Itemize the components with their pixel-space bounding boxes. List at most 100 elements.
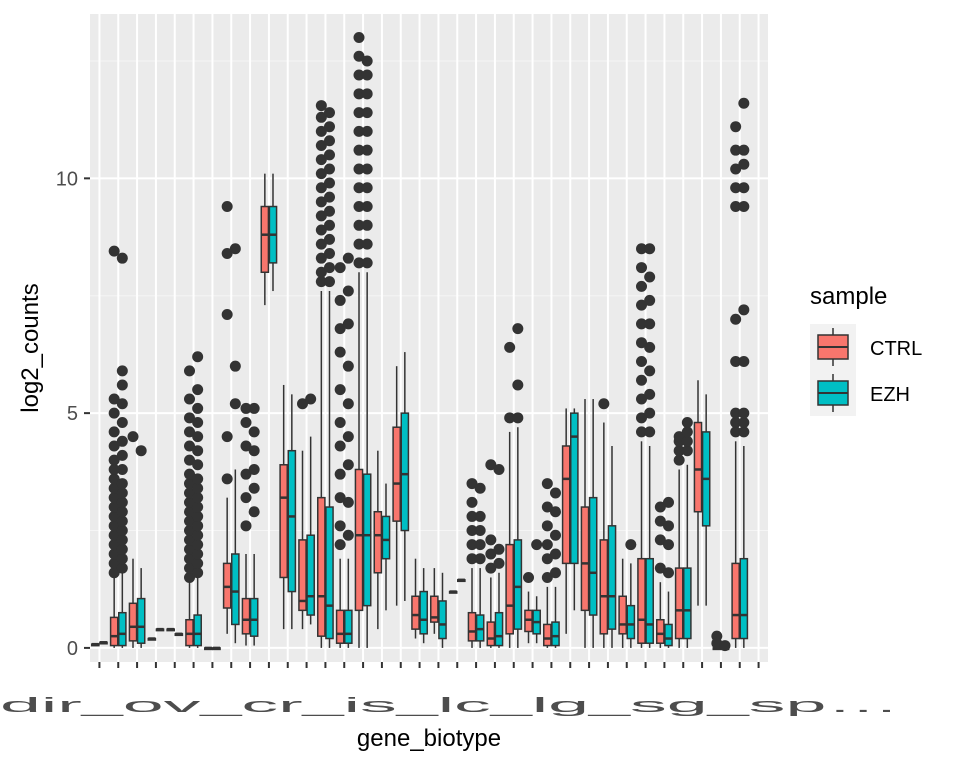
box-ctrl [598,398,610,648]
box-body [193,614,202,647]
box-ezh [719,640,731,652]
outlier-point [248,426,260,438]
outlier-point [342,360,354,372]
box-ezh [588,399,598,648]
outlier-point [184,440,196,452]
box-ezh [607,446,617,648]
outlier-point [192,557,204,569]
outlier-point [636,243,648,255]
outlier-point [334,262,346,274]
box-ezh [549,487,561,648]
outlier-point [323,163,335,175]
legend-label-ctrl: CTRL [870,338,922,360]
box-body [400,412,410,532]
outlier-point [315,100,327,112]
outlier-point [342,459,354,471]
outlier-point [315,252,327,264]
y-tick-label: 0 [67,638,78,660]
outlier-point [485,562,497,574]
outlier-point [192,445,204,457]
box-ctrl [166,627,176,632]
outlier-point [353,50,365,62]
outlier-point [730,313,742,325]
box-body [739,557,749,640]
outlier-point [192,510,204,522]
box-ctrl [411,558,420,639]
outlier-point [342,285,354,297]
box-body [306,534,315,616]
box-body [381,515,391,560]
outlier-point [315,266,327,278]
outlier-point [512,323,524,335]
outlier-point [636,318,648,330]
outlier-point [644,243,656,255]
outlier-point [625,539,637,551]
box-ezh [323,107,335,648]
outlier-point [738,426,750,438]
box-body [588,496,598,616]
outlier-point [108,473,120,485]
box-ezh [570,408,579,611]
outlier-point [512,379,524,391]
outlier-point [229,360,241,372]
outlier-point [334,384,346,396]
outlier-point [361,69,373,81]
outlier-point [127,431,139,443]
outlier-point [192,473,204,485]
box-body [335,609,345,644]
box-ctrl [204,646,213,651]
outlier-point [504,341,516,353]
outlier-point [730,355,742,367]
outlier-point [184,478,196,490]
outlier-point [108,510,120,522]
box-body [279,464,288,579]
box-ctrl [392,366,401,606]
outlier-point [636,374,648,386]
outlier-point [315,154,327,166]
outlier-point [116,553,128,565]
outlier-point [108,454,120,466]
box-ezh [192,351,204,648]
x-tick-labels: dir_ov_cr_is_lc_lg_sg_sp… [0,695,900,717]
outlier-point [184,468,196,480]
outlier-point [192,501,204,513]
outlier-point [184,562,196,574]
outlier-point [323,121,335,133]
outlier-point [184,426,196,438]
box-ctrl [448,590,458,594]
box-ctrl [297,398,309,630]
outlier-point [738,182,750,194]
outlier-point [662,496,674,508]
box-ezh [738,97,750,648]
box-body [693,421,703,513]
box-body [543,623,552,647]
outlier-point [644,341,656,353]
outlier-point [654,534,666,546]
outlier-point [353,238,365,250]
outlier-point [738,97,750,109]
outlier-point [116,365,128,377]
outlier-point [108,482,120,494]
outlier-point [116,449,128,461]
box-ctrl [353,31,365,648]
outlier-point [305,393,317,405]
outlier-point [108,529,120,541]
outlier-point [334,417,346,429]
outlier-point [184,525,196,537]
outlier-point [644,271,656,283]
outlier-point [353,163,365,175]
outlier-point [342,252,354,264]
box-body [118,611,127,647]
outlier-point [221,201,233,213]
outlier-point [184,534,196,546]
legend-title: sample [810,283,887,310]
outlier-point [738,158,750,170]
outlier-point [315,182,327,194]
outlier-point [342,398,354,410]
outlier-point [681,417,693,429]
outlier-point [240,417,252,429]
outlier-point [644,426,656,438]
box-ezh [381,483,391,611]
outlier-point [466,553,478,565]
outlier-point [248,445,260,457]
